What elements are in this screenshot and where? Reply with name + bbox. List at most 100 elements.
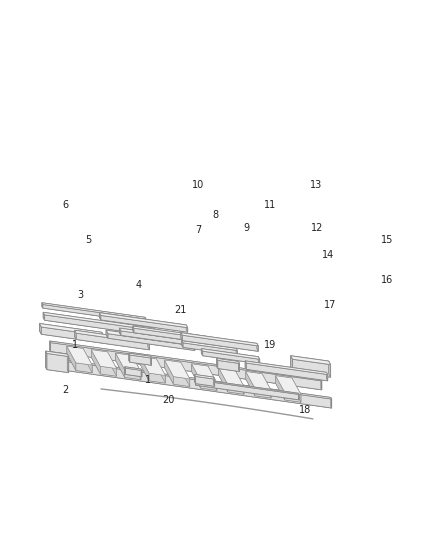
- Polygon shape: [91, 350, 100, 374]
- Polygon shape: [219, 368, 228, 392]
- Polygon shape: [195, 379, 196, 385]
- Polygon shape: [106, 330, 108, 338]
- Polygon shape: [43, 318, 156, 336]
- Polygon shape: [99, 313, 187, 328]
- Polygon shape: [181, 333, 257, 349]
- Polygon shape: [140, 357, 166, 375]
- Polygon shape: [291, 356, 293, 372]
- Text: 1: 1: [145, 375, 151, 385]
- Polygon shape: [74, 330, 149, 344]
- Polygon shape: [116, 353, 141, 372]
- Polygon shape: [276, 383, 301, 402]
- Text: 13: 13: [310, 180, 322, 190]
- Polygon shape: [258, 357, 260, 364]
- Text: 7: 7: [195, 225, 201, 235]
- Polygon shape: [134, 328, 210, 343]
- Polygon shape: [193, 342, 195, 351]
- Polygon shape: [60, 368, 332, 408]
- Polygon shape: [182, 341, 236, 353]
- Polygon shape: [182, 335, 258, 351]
- Polygon shape: [194, 375, 196, 384]
- Polygon shape: [228, 384, 244, 394]
- Polygon shape: [67, 346, 83, 356]
- Polygon shape: [116, 353, 132, 363]
- Polygon shape: [238, 361, 240, 372]
- Polygon shape: [108, 334, 195, 351]
- Polygon shape: [46, 351, 47, 369]
- Polygon shape: [196, 376, 215, 386]
- Polygon shape: [125, 370, 141, 379]
- Polygon shape: [217, 358, 238, 369]
- Polygon shape: [201, 340, 202, 347]
- Polygon shape: [217, 358, 218, 368]
- Text: 9: 9: [244, 223, 250, 233]
- Polygon shape: [201, 349, 260, 359]
- Polygon shape: [116, 353, 125, 377]
- Polygon shape: [42, 303, 43, 308]
- Polygon shape: [201, 353, 260, 364]
- Polygon shape: [181, 333, 258, 346]
- Polygon shape: [285, 392, 301, 402]
- Polygon shape: [262, 374, 271, 398]
- Polygon shape: [236, 348, 237, 355]
- Polygon shape: [276, 376, 292, 386]
- Polygon shape: [46, 367, 69, 373]
- Polygon shape: [151, 356, 152, 365]
- Polygon shape: [276, 376, 301, 394]
- Polygon shape: [140, 357, 156, 367]
- Polygon shape: [246, 363, 328, 381]
- Polygon shape: [42, 303, 145, 321]
- Polygon shape: [43, 304, 146, 322]
- Polygon shape: [235, 370, 244, 394]
- Text: 8: 8: [212, 210, 218, 220]
- Text: 21: 21: [174, 305, 186, 315]
- Polygon shape: [145, 317, 146, 322]
- Polygon shape: [76, 363, 92, 373]
- Polygon shape: [326, 373, 328, 381]
- Polygon shape: [39, 324, 102, 340]
- Polygon shape: [106, 330, 195, 346]
- Polygon shape: [116, 361, 141, 379]
- Polygon shape: [83, 349, 92, 373]
- Polygon shape: [186, 325, 187, 332]
- Polygon shape: [165, 368, 190, 386]
- Polygon shape: [91, 350, 108, 360]
- Polygon shape: [219, 368, 235, 377]
- Polygon shape: [120, 333, 202, 347]
- Polygon shape: [219, 375, 244, 394]
- Polygon shape: [328, 361, 331, 377]
- Polygon shape: [125, 373, 142, 377]
- Polygon shape: [39, 324, 104, 336]
- Polygon shape: [182, 341, 237, 351]
- Polygon shape: [43, 312, 156, 330]
- Polygon shape: [218, 360, 240, 372]
- Polygon shape: [246, 372, 262, 382]
- Polygon shape: [196, 380, 299, 400]
- Polygon shape: [67, 354, 69, 373]
- Polygon shape: [106, 335, 195, 351]
- Polygon shape: [50, 341, 51, 352]
- Polygon shape: [195, 379, 299, 394]
- Polygon shape: [194, 375, 215, 379]
- Polygon shape: [191, 364, 201, 388]
- Polygon shape: [321, 379, 322, 390]
- Polygon shape: [194, 375, 214, 384]
- Polygon shape: [291, 356, 328, 374]
- Text: 11: 11: [264, 200, 276, 210]
- Polygon shape: [101, 316, 187, 332]
- Polygon shape: [67, 346, 92, 365]
- Polygon shape: [181, 362, 190, 386]
- Polygon shape: [132, 356, 141, 379]
- Polygon shape: [208, 366, 217, 390]
- Text: 10: 10: [192, 180, 204, 190]
- Polygon shape: [182, 341, 183, 348]
- Polygon shape: [120, 328, 202, 342]
- Polygon shape: [39, 324, 41, 334]
- Polygon shape: [41, 327, 104, 343]
- Text: 16: 16: [381, 275, 394, 285]
- Polygon shape: [50, 350, 322, 390]
- Polygon shape: [43, 312, 154, 333]
- Polygon shape: [195, 379, 298, 399]
- Polygon shape: [140, 357, 149, 381]
- Polygon shape: [121, 331, 202, 347]
